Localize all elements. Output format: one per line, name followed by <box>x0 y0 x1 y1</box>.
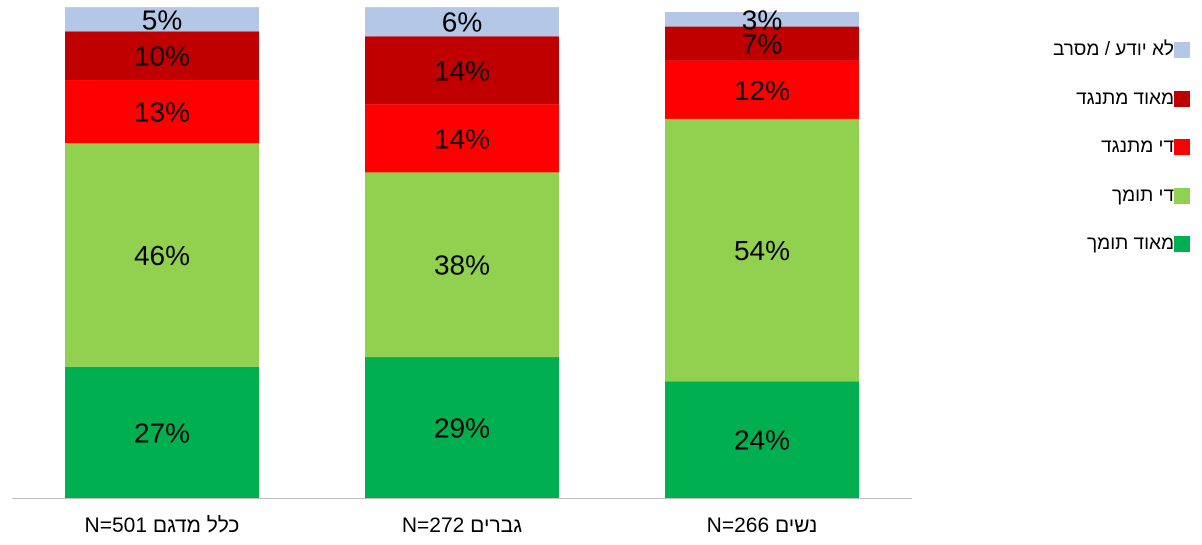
bar-segment <box>365 36 559 105</box>
data-label: 38% <box>434 250 490 281</box>
bar-segment <box>65 143 259 367</box>
legend-swatch <box>1174 42 1190 59</box>
data-label: 13% <box>134 97 190 128</box>
data-label: 54% <box>734 235 790 266</box>
bar-segment <box>665 26 859 61</box>
legend-label: די מתנגד <box>1101 136 1174 158</box>
data-label: 12% <box>734 75 790 106</box>
legend-label: לא יודע / מסרב <box>1052 39 1174 61</box>
data-label: 24% <box>734 425 790 456</box>
legend-swatch <box>1174 90 1190 107</box>
data-label: 5% <box>142 4 182 35</box>
category-label: גברים N=272 <box>402 514 522 537</box>
data-label: 3% <box>742 4 782 35</box>
bar-segment <box>65 366 259 498</box>
category-label: כלל מדגם N=501 <box>85 514 240 537</box>
data-label: 7% <box>742 29 782 60</box>
data-label: 14% <box>434 123 490 154</box>
legend-swatch <box>1174 236 1190 253</box>
legend-swatch <box>1174 139 1190 156</box>
bar-segment <box>65 80 259 144</box>
legend-label: מאוד מתנגד <box>1076 87 1174 109</box>
legend-item: די תומך <box>990 172 1190 221</box>
legend-item: די מתנגד <box>990 123 1190 172</box>
bar-segment <box>365 7 559 37</box>
legend-swatch <box>1174 187 1190 204</box>
data-label: 10% <box>134 41 190 72</box>
category-labels-group: כלל מדגם N=501 גברים N=272 נשים N=266 <box>85 514 818 537</box>
stacked-bar-chart: 27% 46% 13% 10% 5% 29% 38% 14% 14% 6% 24% 54% 12% 7%3… <box>12 4 912 537</box>
data-label: 46% <box>134 240 190 271</box>
data-label: 27% <box>134 417 190 448</box>
data-label: 6% <box>442 7 482 38</box>
bars-group: 27% 46% 13% 10% 5% 29% 38% 14% 14% 6% 24% 54% 12% 7%3… <box>65 4 859 498</box>
bar-segment <box>365 357 559 498</box>
bar-segment <box>365 104 559 173</box>
category-label: נשים N=266 <box>707 514 818 537</box>
bar-segment <box>665 381 859 498</box>
data-label: 29% <box>434 413 490 444</box>
bar-segment <box>65 7 259 32</box>
bar-segment <box>65 31 259 81</box>
legend-item: מאוד תומך <box>990 220 1190 269</box>
legend-label: די תומך <box>1111 184 1174 206</box>
data-label: 14% <box>434 55 490 86</box>
bar-segment <box>365 172 559 358</box>
bar-segment <box>665 12 859 27</box>
bar-segment <box>665 60 859 119</box>
legend-item: לא יודע / מסרב <box>990 26 1190 75</box>
legend-label: מאוד תומך <box>1087 233 1174 255</box>
legend: לא יודע / מסרב מאוד מתנגד די מתנגד די תומך מ… <box>990 26 1190 269</box>
bar-segment <box>665 118 859 382</box>
legend-item: מאוד מתנגד <box>990 75 1190 124</box>
